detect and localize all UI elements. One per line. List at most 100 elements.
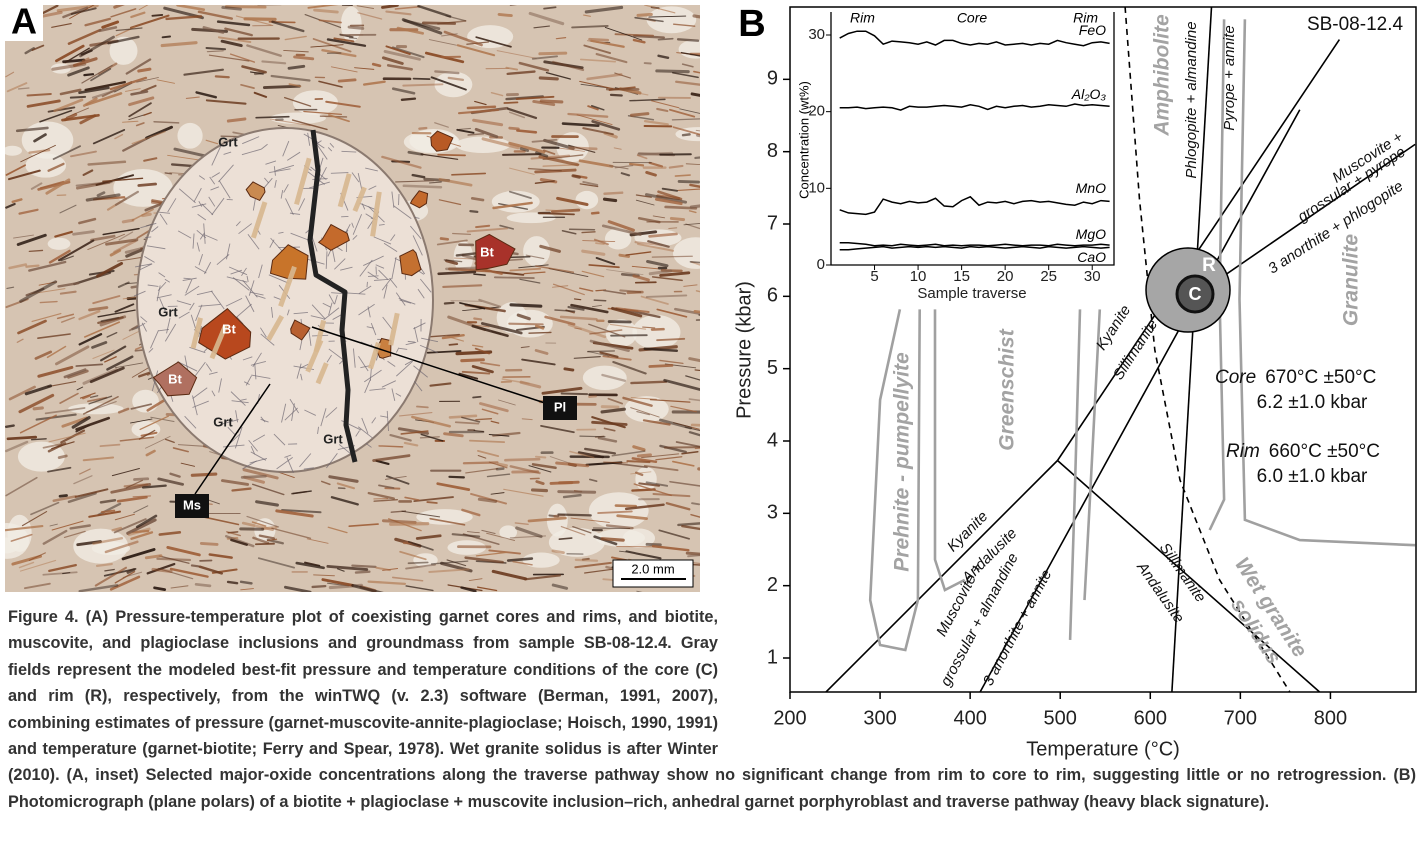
fabric-stroke — [668, 164, 684, 169]
fabric-stroke — [21, 510, 48, 527]
fabric-stroke — [646, 259, 669, 268]
fabric-stroke — [648, 363, 674, 368]
fabric-stroke — [472, 324, 490, 328]
garnet-crack — [146, 245, 166, 250]
inset-x-axis-label: Sample traverse — [917, 285, 1026, 302]
x-tick-label: 800 — [1314, 707, 1347, 729]
garnet-crack — [304, 409, 316, 416]
fabric-stroke — [587, 351, 610, 357]
fabric-stroke — [25, 264, 40, 268]
garnet-crack — [413, 365, 428, 378]
fabric-stroke — [509, 167, 535, 175]
fabric-stroke — [533, 25, 550, 29]
x-axis-label: Temperature (°C) — [1026, 738, 1180, 760]
estimate-name: Core — [1215, 367, 1256, 388]
fabric-stroke — [543, 138, 575, 151]
fabric-stroke — [557, 490, 597, 494]
fabric-stroke — [668, 108, 696, 118]
fabric-stroke — [28, 552, 46, 561]
fabric-stroke — [437, 153, 466, 157]
fabric-stroke — [586, 350, 616, 353]
fabric-stroke — [197, 10, 233, 20]
fabric-stroke — [180, 462, 196, 467]
x-tick-label: 500 — [1044, 707, 1077, 729]
fabric-stroke — [92, 295, 121, 305]
fabric-stroke — [501, 378, 530, 385]
fabric-stroke — [477, 450, 500, 457]
fabric-stroke — [125, 479, 143, 489]
fabric-stroke — [519, 147, 530, 152]
fabric-stroke — [114, 303, 135, 313]
fabric-stroke — [538, 51, 568, 56]
fabric-stroke — [39, 109, 73, 123]
fabric-stroke — [253, 91, 268, 98]
garnet-crack — [369, 366, 372, 381]
fabric-stroke — [690, 513, 700, 518]
fabric-stroke — [420, 433, 444, 442]
fabric-stroke — [118, 231, 134, 241]
scale-box — [612, 559, 694, 588]
fabric-stroke — [665, 502, 691, 511]
fabric-stroke — [635, 471, 644, 477]
garnet-crack — [210, 290, 225, 310]
fabric-stroke — [631, 457, 658, 464]
mineral-label: Grt — [158, 304, 178, 319]
fabric-stroke — [497, 13, 513, 18]
fabric-stroke — [607, 397, 623, 405]
fabric-stroke — [605, 524, 634, 530]
fabric-stroke — [697, 467, 700, 471]
fabric-stroke — [139, 415, 170, 431]
garnet-crack — [242, 136, 260, 145]
fabric-stroke — [333, 37, 355, 43]
garnet-crack — [308, 330, 312, 346]
fabric-stroke — [385, 475, 407, 480]
fabric-stroke — [194, 582, 212, 588]
garnet-crack — [380, 415, 388, 418]
fabric-stroke — [291, 119, 328, 131]
fabric-stroke — [581, 231, 596, 234]
fabric-stroke — [481, 408, 499, 415]
fabric-stroke — [584, 447, 617, 455]
fabric-stroke — [595, 52, 628, 64]
garnet-crack — [260, 333, 275, 346]
inset-y-axis-label: Concentration (wt%) — [796, 81, 811, 199]
fabric-stroke — [165, 438, 175, 444]
label-box — [5, 5, 43, 41]
fabric-stroke — [504, 457, 541, 462]
fabric-stroke — [534, 349, 549, 355]
fabric-stroke — [90, 395, 99, 399]
fabric-stroke — [460, 358, 485, 363]
fabric-stroke — [656, 107, 669, 113]
garnet-crack — [250, 446, 256, 455]
garnet-crack — [286, 457, 294, 474]
fabric-stroke — [214, 75, 230, 79]
fabric-stroke — [516, 129, 538, 134]
clear-grain — [604, 228, 632, 250]
fabric-stroke — [392, 46, 425, 59]
fabric-stroke — [434, 122, 449, 128]
fabric-stroke — [295, 561, 325, 570]
fabric-stroke — [436, 482, 471, 491]
garnet-crack — [311, 304, 326, 320]
fabric-stroke — [172, 447, 189, 453]
fabric-stroke — [647, 240, 670, 248]
fabric-stroke — [676, 38, 700, 42]
fabric-stroke — [90, 68, 112, 82]
fabric-stroke — [278, 471, 295, 478]
fabric-stroke — [588, 37, 610, 42]
garnet-crack — [286, 309, 290, 316]
garnet-crack — [370, 322, 377, 336]
fabric-stroke — [6, 435, 38, 441]
fabric-stroke — [620, 172, 631, 177]
garnet-crack — [198, 253, 203, 266]
fabric-stroke — [591, 416, 626, 429]
garnet-crack — [178, 311, 190, 319]
biotite-grain — [245, 181, 266, 202]
fabric-stroke — [418, 126, 428, 130]
fabric-stroke — [92, 536, 124, 545]
fabric-stroke — [205, 139, 219, 145]
fabric-stroke — [81, 57, 90, 62]
fabric-stroke — [675, 441, 700, 448]
fabric-stroke — [307, 5, 339, 9]
fabric-stroke — [645, 170, 657, 177]
